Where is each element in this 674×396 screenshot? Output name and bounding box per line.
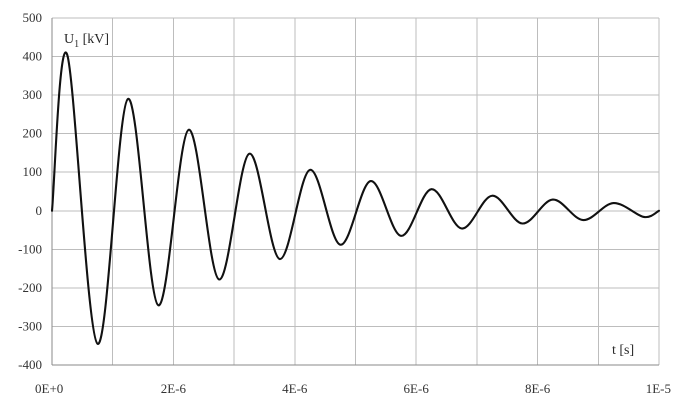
voltage-series-line [50,51,661,345]
x-tick-label: 6E-6 [404,381,430,396]
x-tick-label: 8E-6 [525,381,551,396]
x-tick-label: 2E-6 [161,381,187,396]
y-tick-label: 100 [23,164,43,179]
y-tick-label: 0 [36,203,43,218]
y-tick-label: -400 [18,357,42,372]
tick-label-layer: -400 -300 -200 -100 0 100 200 300 400 500 0E+0 2E-6… [18,10,671,396]
y-tick-label: -100 [18,241,42,256]
y-tick-label: -200 [18,280,42,295]
y-tick-label: 500 [23,10,43,25]
x-axis-label: t [s] [612,343,634,358]
series-layer [50,51,661,345]
axis-layer [51,18,659,366]
x-tick-label: 1E-5 [646,381,671,396]
y-axis-label: U1 [kV] [64,32,109,50]
y-tick-label: 200 [23,126,43,141]
y-tick-label: 300 [23,87,43,102]
y-tick-label: -300 [18,318,42,333]
x-tick-label: 0E+0 [35,381,63,396]
y-tick-label: 400 [23,49,43,64]
x-tick-label: 4E-6 [282,381,308,396]
